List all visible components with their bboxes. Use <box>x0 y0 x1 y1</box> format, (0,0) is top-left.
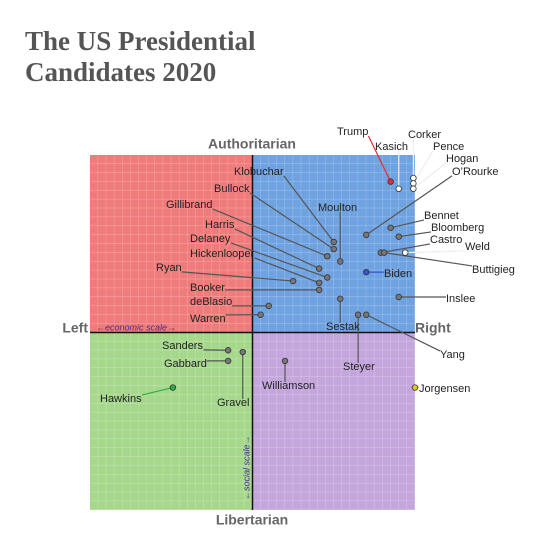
point <box>337 295 344 302</box>
point <box>224 347 232 354</box>
point <box>410 185 417 192</box>
point <box>363 231 370 239</box>
leader-line <box>249 192 335 250</box>
point-label: Buttigieg <box>472 264 515 276</box>
leader-line <box>413 162 447 190</box>
leader-line <box>367 135 392 182</box>
point <box>169 384 177 391</box>
point <box>354 311 362 318</box>
point <box>395 233 402 240</box>
leader-line <box>181 271 294 282</box>
leader-line <box>234 228 320 270</box>
point-label: Booker <box>190 282 225 294</box>
point-label: Sanders <box>162 340 203 352</box>
point <box>265 302 272 310</box>
leader-line <box>384 252 473 267</box>
chart-title: The US Presidential Candidates 2020 <box>25 26 256 87</box>
point-label: Bloomberg <box>431 222 484 234</box>
point <box>387 224 394 231</box>
point-label: Klobuchar <box>234 166 284 178</box>
leader-line <box>283 175 335 243</box>
leader-line <box>380 243 431 254</box>
point-label: deBlasio <box>190 296 232 308</box>
point <box>315 279 323 286</box>
point-label: Weld <box>465 241 490 253</box>
point-label: Warren <box>190 313 226 325</box>
point <box>337 258 344 265</box>
point-label: Moulton <box>318 202 357 214</box>
leader-line <box>254 257 320 284</box>
point-label: Inslee <box>446 293 475 305</box>
point <box>224 357 232 365</box>
point <box>411 384 419 391</box>
point <box>315 286 323 294</box>
point <box>395 185 402 192</box>
point <box>330 238 337 246</box>
leader-line <box>412 150 434 184</box>
leader-line <box>365 175 453 236</box>
point <box>387 178 394 185</box>
axis-scale-label: ←social scale→ <box>241 435 251 500</box>
point-label: Bullock <box>214 183 250 195</box>
point-label: Gabbard <box>164 358 207 370</box>
point-label: Hickenlooper <box>190 248 255 260</box>
point <box>395 293 402 301</box>
point <box>330 245 337 253</box>
axis-label: Authoritarian <box>208 136 296 152</box>
point-label: Pence <box>433 141 464 153</box>
point-label: Hawkins <box>100 393 142 405</box>
point <box>257 311 264 318</box>
point-label: Sestak <box>326 321 360 333</box>
point <box>363 268 370 276</box>
leader-line <box>405 250 466 254</box>
leader-line <box>398 231 432 238</box>
leader-line <box>365 314 441 352</box>
axis-label: Libertarian <box>216 512 288 528</box>
point <box>281 357 289 365</box>
point <box>363 311 370 318</box>
leader-line <box>230 242 328 279</box>
point <box>402 249 409 256</box>
point-label: Delaney <box>190 233 231 245</box>
point-label: Corker <box>408 129 441 141</box>
point-label: Williamson <box>262 380 315 392</box>
axis-scale-label: ←economic scale→ <box>96 322 176 332</box>
point-label: Jorgensen <box>419 383 470 395</box>
point-label: Bennet <box>424 210 459 222</box>
point <box>324 274 331 281</box>
point-label: Gravel <box>217 397 249 409</box>
axis-label: Left <box>62 320 88 336</box>
point-label: Gillibrand <box>166 199 212 211</box>
point-label: Harris <box>205 219 235 231</box>
point <box>410 180 417 187</box>
point-label: Biden <box>384 268 412 280</box>
point-label: Kasich <box>375 141 408 153</box>
point <box>410 174 417 182</box>
point-label: Yang <box>440 349 465 361</box>
point-label: Castro <box>430 234 462 246</box>
point <box>324 252 331 260</box>
point-label: O’Rourke <box>452 166 498 178</box>
point-label: Trump <box>337 126 368 138</box>
point <box>315 265 323 272</box>
point <box>289 277 297 285</box>
leader-line <box>390 219 425 229</box>
point <box>380 249 388 256</box>
axis-label: Right <box>415 320 451 336</box>
point-label: Ryan <box>156 262 182 274</box>
point <box>239 348 246 356</box>
leader-line <box>212 208 328 257</box>
point-label: Hogan <box>446 153 478 165</box>
leader-line <box>141 386 174 396</box>
point-label: Steyer <box>343 361 375 373</box>
